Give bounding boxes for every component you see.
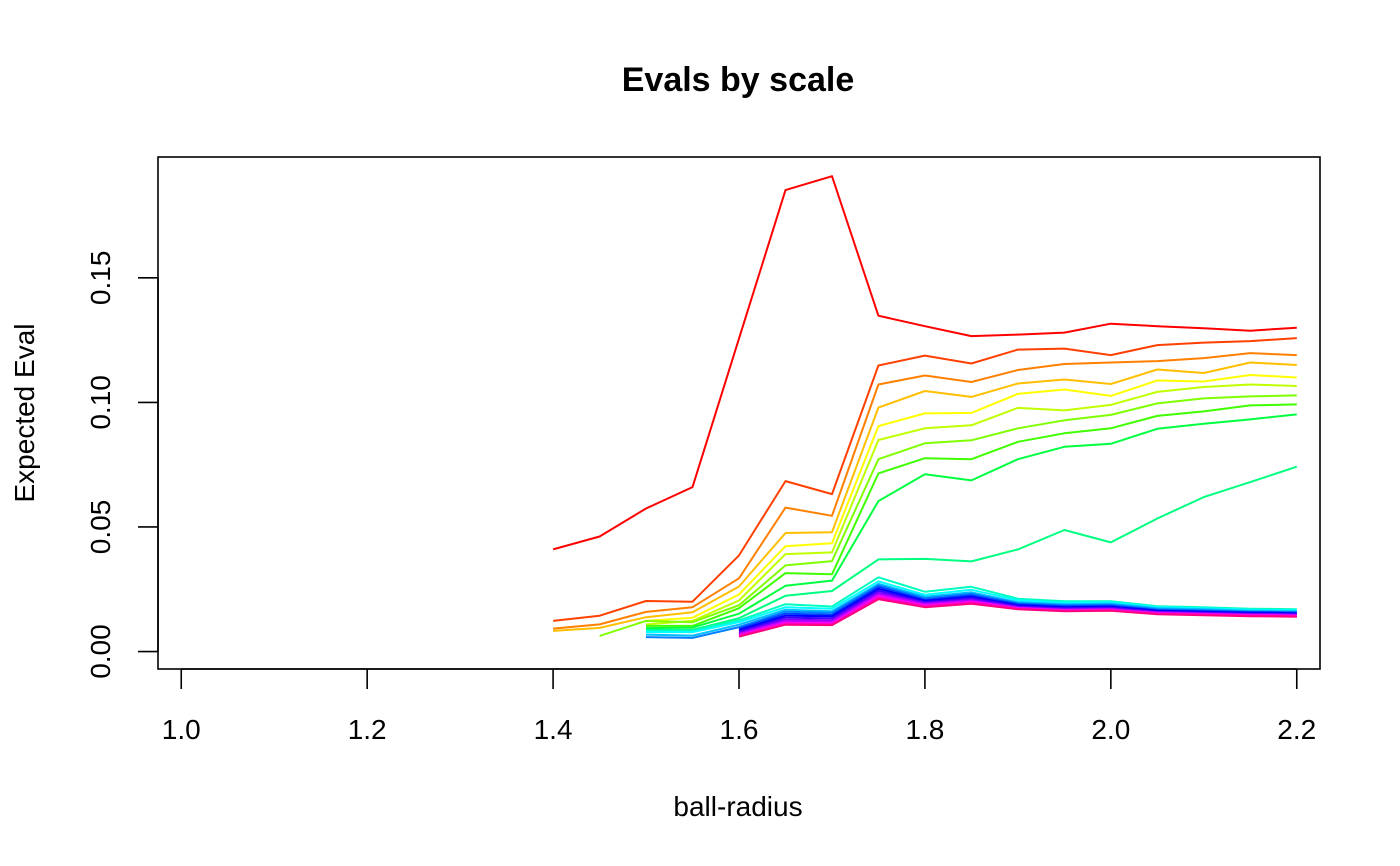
series-line-10 <box>646 465 1298 631</box>
x-tick-label: 1.0 <box>162 714 201 745</box>
series-line-7 <box>599 394 1297 637</box>
x-axis-label: ball-radius <box>673 791 802 822</box>
series-line-8 <box>646 403 1297 627</box>
series-line-3 <box>553 352 1297 630</box>
x-tick-label: 2.0 <box>1091 714 1130 745</box>
y-axis-label: Expected Eval <box>9 324 40 503</box>
series-line-22 <box>738 598 1297 638</box>
series-line-2 <box>552 337 1297 622</box>
y-tick-label: 0.05 <box>85 500 116 555</box>
x-tick-label: 1.8 <box>905 714 944 745</box>
x-tick-label: 1.2 <box>348 714 387 745</box>
series-line-1 <box>552 175 1297 551</box>
x-tick-label: 2.2 <box>1277 714 1316 745</box>
y-tick-label: 0.15 <box>85 251 116 306</box>
x-axis: 1.0 1.2 1.4 1.6 1.8 2.0 2.2 <box>162 668 1316 745</box>
chart-title: Evals by scale <box>622 61 855 99</box>
series-layer <box>552 175 1298 639</box>
y-axis: 0.00 0.05 0.10 0.15 <box>85 251 159 679</box>
plot-frame <box>157 156 1321 670</box>
series-line-9 <box>645 413 1297 630</box>
x-tick-label: 1.6 <box>720 714 759 745</box>
series-line-4 <box>553 361 1297 632</box>
y-tick-label: 0.10 <box>85 375 116 430</box>
y-tick-label: 0.00 <box>85 624 116 679</box>
series-line-5 <box>645 374 1297 622</box>
x-tick-label: 1.4 <box>534 714 573 745</box>
series-line-6 <box>645 383 1297 626</box>
